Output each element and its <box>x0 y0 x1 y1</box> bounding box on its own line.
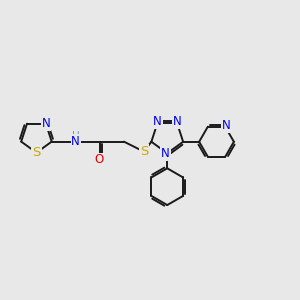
Text: S: S <box>140 145 148 158</box>
Text: N: N <box>153 115 162 128</box>
Text: N: N <box>173 115 182 128</box>
Text: O: O <box>94 154 104 166</box>
Text: N: N <box>71 135 80 148</box>
Text: N: N <box>222 119 231 132</box>
Text: N: N <box>161 147 170 160</box>
Text: S: S <box>32 146 40 159</box>
Text: N: N <box>41 117 50 130</box>
Text: H: H <box>72 130 80 141</box>
